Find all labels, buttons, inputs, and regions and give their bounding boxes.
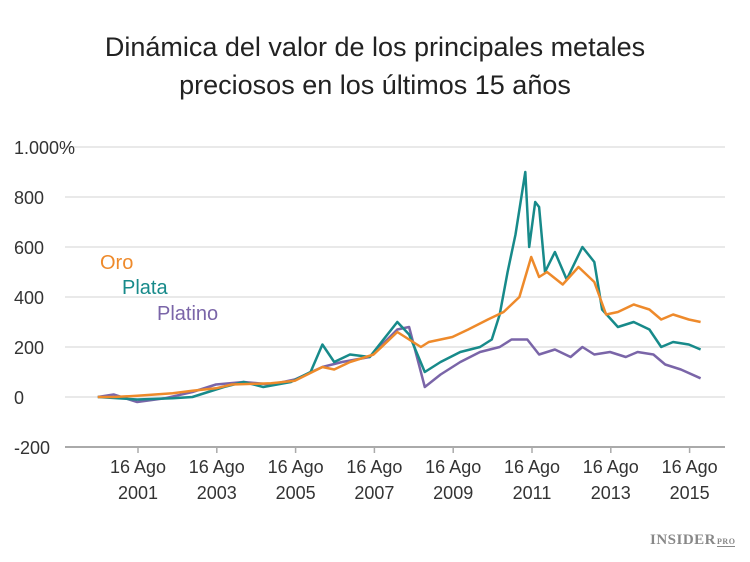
x-tick-label-day: 16 Ago [268, 457, 324, 477]
y-tick-label: -200 [14, 438, 50, 458]
y-tick-label: 0 [14, 388, 24, 408]
x-tick-label-year: 2005 [276, 483, 316, 503]
x-tick-label-year: 2013 [591, 483, 631, 503]
x-tick-label-year: 2009 [433, 483, 473, 503]
x-tick-label-year: 2011 [513, 483, 552, 503]
x-tick-label-day: 16 Ago [504, 457, 560, 477]
x-tick-label-day: 16 Ago [110, 457, 166, 477]
x-tick-label-day: 16 Ago [425, 457, 481, 477]
x-tick-label-day: 16 Ago [662, 457, 718, 477]
chart-title-line-1: Dinámica del valor de los principales me… [104, 32, 646, 62]
logo-sub: PRO [717, 537, 736, 547]
x-tick-label-day: 16 Ago [346, 457, 402, 477]
legend-label-oro: Oro [100, 252, 133, 274]
series-line-oro [97, 255, 701, 399]
series-line-platino [97, 325, 702, 404]
y-tick-label: 600 [14, 238, 44, 258]
x-tick-label-day: 16 Ago [583, 457, 639, 477]
y-tick-label: 200 [14, 338, 44, 358]
chart-title: Dinámica del valor de los principales me… [0, 28, 750, 104]
y-tick-label: 800 [14, 188, 44, 208]
x-tick-label-year: 2015 [670, 483, 710, 503]
legend-label-platino: Platino [157, 303, 218, 325]
y-tick-label: 400 [14, 288, 44, 308]
x-tick-label-day: 16 Ago [189, 457, 245, 477]
chart-title-line-2: preciosos en los últimos 15 años [179, 70, 571, 100]
x-tick-label-year: 2003 [197, 483, 237, 503]
x-tick-label-year: 2007 [354, 483, 394, 503]
series-line-plata [97, 170, 702, 401]
legend-label-plata: Plata [122, 277, 168, 299]
logo-main: INSIDER [650, 532, 717, 548]
y-tick-label: 1.000% [14, 138, 75, 158]
x-tick-label-year: 2001 [118, 483, 158, 503]
insider-pro-logo: INSIDERPRO [650, 532, 736, 549]
